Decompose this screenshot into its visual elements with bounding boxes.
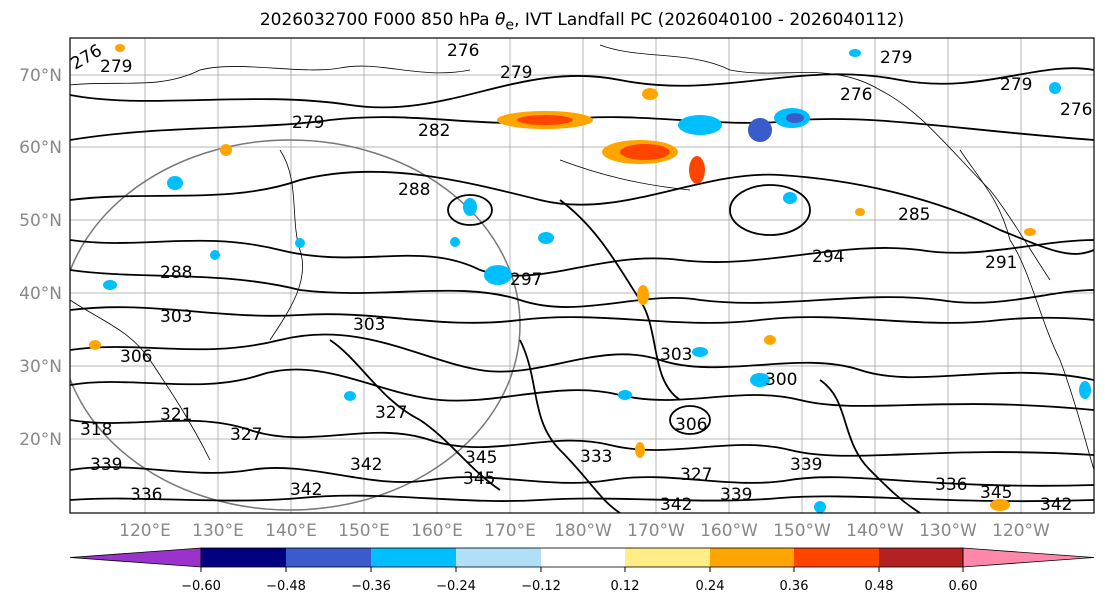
contour-label: 339 (790, 455, 822, 475)
contour-label: 345 (980, 483, 1012, 503)
lon-label: 140°E (265, 521, 317, 541)
colorbar-tick-label: 0.60 (949, 579, 978, 594)
contour-label: 342 (350, 455, 382, 475)
lon-label: 160°W (700, 521, 758, 541)
lat-label: 50°N (19, 211, 62, 231)
colorbar-tick-label: −0.60 (181, 579, 221, 594)
longitude-labels: 120°E 130°E 140°E 150°E 160°E 170°E 180°… (119, 521, 1050, 541)
contour-label: 279 (292, 113, 324, 133)
lon-label: 150°E (338, 521, 390, 541)
lon-label: 140°W (846, 521, 904, 541)
contour-label: 276 (1060, 100, 1092, 120)
contour-label: 345 (465, 448, 497, 468)
contour-label: 279 (880, 48, 912, 68)
contour-label: 336 (130, 485, 162, 505)
colorbar-tick-label: −0.48 (266, 579, 306, 594)
map-title: 2026032700 F000 850 hPa θe, IVT Landfall… (259, 10, 905, 34)
contour-label: 291 (985, 253, 1017, 273)
contour-label: 327 (680, 465, 712, 485)
colorbar-bin (286, 548, 371, 567)
contour-label: 327 (230, 425, 262, 445)
colorbar-bin (710, 548, 794, 567)
colorbar-tick-label: 0.48 (865, 579, 894, 594)
lon-label: 120°E (119, 521, 171, 541)
latitude-labels: 70°N 60°N 50°N 40°N 30°N 20°N (19, 66, 62, 450)
colorbar-bin (371, 548, 456, 567)
lon-label: 130°W (919, 521, 977, 541)
lat-label: 40°N (19, 284, 62, 304)
contour-label: 306 (120, 347, 152, 367)
lon-label: 130°E (192, 521, 244, 541)
contour-label: 294 (812, 247, 844, 267)
colorbar-bin (625, 548, 710, 567)
colorbar-bin (879, 548, 963, 567)
lon-label: 170°W (627, 521, 685, 541)
contour-label: 342 (1040, 495, 1072, 515)
coastlines (70, 44, 1094, 471)
contour-label: 279 (500, 63, 532, 83)
lat-label: 70°N (19, 66, 62, 86)
colorbar-bin (456, 548, 541, 567)
lon-label: 160°E (411, 521, 463, 541)
negative-correlation-shading (103, 49, 1091, 513)
contour-label: 297 (510, 270, 542, 290)
contour-label: 279 (100, 57, 132, 77)
lat-gridlines (70, 74, 1094, 440)
contour-label: 282 (418, 121, 450, 141)
contour-label: 339 (90, 455, 122, 475)
contour-label: 339 (720, 485, 752, 505)
contour-label: 303 (160, 307, 192, 327)
contour-label: 288 (160, 263, 192, 283)
contour-label: 288 (398, 180, 430, 200)
contour-labels: 276 279 276 279 279 276 279 276 279 282 … (70, 41, 1092, 515)
contour-label: 306 (675, 415, 707, 435)
colorbar-tick-label: −0.12 (521, 579, 561, 594)
lon-label: 180°W (554, 521, 612, 541)
colorbar-bin (794, 548, 879, 567)
colorbar-extend-high (962, 547, 1095, 568)
contour-label: 318 (80, 420, 112, 440)
colorbar-tick-label: 0.24 (696, 579, 725, 594)
contour-label: 303 (353, 315, 385, 335)
colorbar-tick-label: 0.12 (611, 579, 640, 594)
lon-label: 170°E (484, 521, 536, 541)
colorbar-tick-label: −0.36 (351, 579, 391, 594)
contour-label: 300 (765, 370, 797, 390)
lat-label: 20°N (19, 430, 62, 450)
lon-label: 120°W (992, 521, 1050, 541)
positive-correlation-shading (89, 44, 1036, 511)
colorbar-tick-label: 0.36 (780, 579, 809, 594)
contour-label: 327 (375, 403, 407, 423)
colorbar-bin (541, 548, 625, 567)
contour-label: 321 (160, 405, 192, 425)
contour-label: 342 (290, 480, 322, 500)
colorbar: −0.60 −0.48 −0.36 −0.24 −0.12 0.12 0.24 … (69, 547, 1095, 594)
contour-label: 303 (660, 345, 692, 365)
colorbar-bin (201, 548, 286, 567)
contour-label: 285 (898, 205, 930, 225)
contour-label: 345 (463, 469, 495, 489)
contour-label: 276 (840, 85, 872, 105)
contour-label: 336 (935, 475, 967, 495)
colorbar-tick-label: −0.24 (436, 579, 476, 594)
lat-label: 30°N (19, 357, 62, 377)
contour-label: 276 (447, 41, 479, 61)
map-frame (69, 37, 1095, 514)
contour-label: 279 (1000, 75, 1032, 95)
contour-label: 333 (580, 447, 612, 467)
lon-label: 150°W (773, 521, 831, 541)
colorbar-extend-low (69, 547, 202, 568)
colorbar-ticks (200, 567, 964, 572)
contour-label: 342 (660, 495, 692, 515)
theta-e-contours (70, 67, 1094, 513)
landfall-region-outline (70, 139, 521, 511)
colorbar-outline (200, 547, 964, 568)
lat-label: 60°N (19, 138, 62, 158)
